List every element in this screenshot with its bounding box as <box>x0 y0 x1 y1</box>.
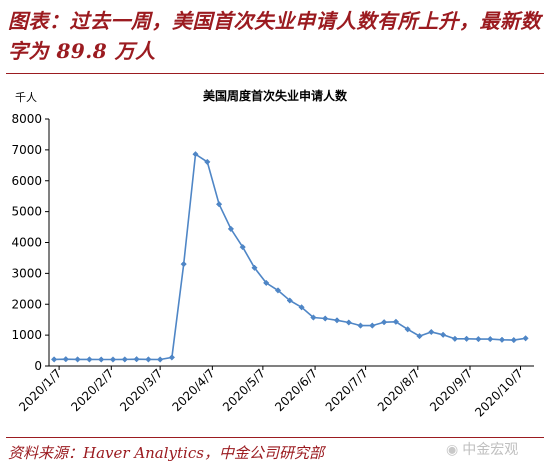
y-tick-label: 5000 <box>11 205 42 219</box>
data-point <box>109 356 117 363</box>
data-point <box>428 328 435 336</box>
data-point <box>145 356 152 363</box>
footer-divider <box>6 437 544 438</box>
data-point <box>286 297 293 304</box>
data-point <box>357 322 364 329</box>
data-point <box>215 201 223 208</box>
data-point <box>274 287 282 294</box>
data-point <box>180 260 187 268</box>
data-point <box>86 356 93 363</box>
data-point <box>404 326 411 333</box>
x-tick-label: 2020/10/7 <box>472 366 525 419</box>
data-point <box>263 279 270 287</box>
series-marks <box>50 151 529 363</box>
x-tick-label: 2020/3/7 <box>117 366 165 414</box>
data-point <box>451 335 459 342</box>
y-tick-label: 2000 <box>11 297 42 311</box>
x-tick-label: 2020/1/7 <box>16 366 64 414</box>
data-point <box>345 319 352 326</box>
data-point <box>133 356 140 363</box>
y-tick-label: 6000 <box>11 174 42 188</box>
y-tick-label: 8000 <box>11 112 42 126</box>
data-point <box>239 243 246 251</box>
data-point <box>439 331 447 338</box>
x-tick-label: 2020/7/7 <box>323 366 371 414</box>
y-tick-label: 7000 <box>11 143 42 157</box>
data-point <box>322 315 329 322</box>
data-point <box>487 335 494 343</box>
data-point <box>50 356 58 363</box>
data-point <box>380 319 388 326</box>
x-tick-label: 2020/2/7 <box>68 366 116 414</box>
data-point <box>192 151 199 158</box>
axes: 0 1000 2000 3000 4000 5000 6000 7000 8000 2020/1/… <box>11 112 534 420</box>
data-point <box>475 335 482 343</box>
data-point <box>121 356 128 363</box>
data-point <box>74 356 81 363</box>
wechat-icon: ◉ <box>446 442 459 458</box>
chart-title: 美国周度首次失业申请人数 <box>203 88 348 103</box>
title-divider <box>6 73 544 74</box>
data-point <box>510 336 517 344</box>
x-tick-label: 2020/6/7 <box>272 366 320 414</box>
figure-title: 图表：过去一周，美国首次失业申请人数有所上升，最新数字为 89.8 万人 <box>8 9 541 63</box>
x-tick-label: 2020/8/7 <box>375 366 423 414</box>
data-point <box>522 335 529 342</box>
y-tick-label: 0 <box>34 359 42 373</box>
data-point <box>498 336 506 343</box>
data-point <box>416 332 423 340</box>
data-point <box>168 354 176 361</box>
y-tick-label: 4000 <box>11 236 42 250</box>
series-line <box>54 152 526 361</box>
watermark-text: 中金宏观 <box>462 442 519 458</box>
data-point <box>204 158 211 166</box>
x-tick-label: 2020/9/7 <box>427 366 475 414</box>
x-tick-label: 2020/5/7 <box>220 366 268 414</box>
data-point <box>251 264 258 271</box>
data-point <box>310 314 317 321</box>
data-point <box>333 317 341 324</box>
y-tick-label: 1000 <box>11 328 42 342</box>
data-point <box>392 318 400 325</box>
y-axis-unit: 千人 <box>15 91 37 104</box>
data-point <box>98 356 105 363</box>
data-point <box>227 225 235 233</box>
watermark: ◉ 中金宏观 <box>446 439 518 459</box>
data-point <box>463 335 470 342</box>
data-point <box>298 304 305 311</box>
data-point <box>156 356 164 363</box>
x-tick-label: 2020/4/7 <box>169 366 217 414</box>
source-note: 资料来源：Haver Analytics，中金公司研究部 <box>8 444 324 462</box>
data-point <box>62 356 69 363</box>
data-point <box>369 322 376 329</box>
y-tick-label: 3000 <box>11 266 42 280</box>
